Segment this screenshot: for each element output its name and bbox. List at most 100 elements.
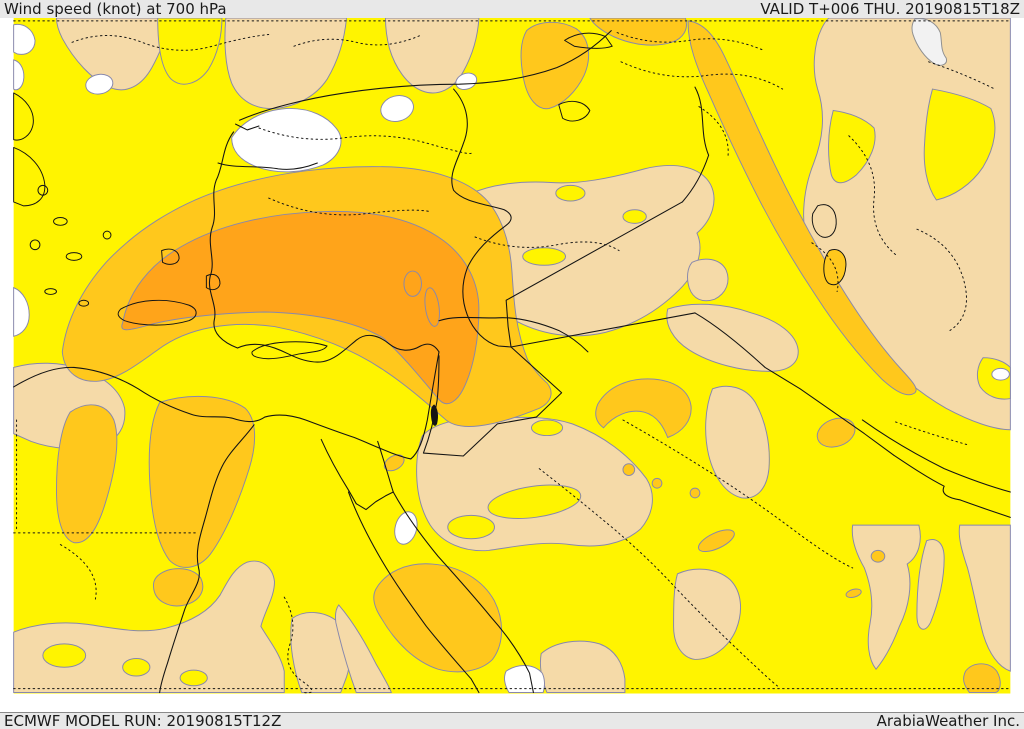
- aegean-island: [29, 239, 41, 251]
- euphrates-river: [451, 88, 512, 348]
- north-africa-coast: [13, 366, 412, 460]
- anatolia-south-coast: [236, 334, 440, 363]
- marmara-coast: [217, 162, 318, 170]
- orange-region-core: [121, 210, 480, 405]
- gold-region: [520, 21, 590, 110]
- gold-region: [148, 395, 256, 568]
- gold-region: [595, 378, 692, 439]
- aegean-island: [102, 230, 112, 240]
- dotted-border: [283, 596, 313, 694]
- iran-iraq-border: [694, 312, 895, 456]
- armenia-lake: [558, 100, 591, 122]
- orange-region: [403, 270, 422, 297]
- gold-region: [689, 487, 701, 499]
- dotted-border: [698, 106, 729, 156]
- wind-speed-map: [13, 18, 1011, 694]
- gulf-of-aqaba-coast: [377, 440, 394, 493]
- tan-region: [384, 18, 480, 94]
- bosphorus-coast: [235, 123, 260, 131]
- dotted-border: [59, 544, 97, 600]
- red-sea-east-coast: [392, 491, 534, 694]
- yellow-region: [530, 419, 564, 437]
- dotted-border: [811, 242, 839, 292]
- gold-region: [697, 529, 735, 553]
- dotted-border: [538, 468, 780, 688]
- tan-region: [666, 303, 799, 372]
- dotted-border: [928, 61, 996, 90]
- aegean-island: [161, 248, 180, 265]
- header-bar: Wind speed (knot) at 700 hPa VALID T+006…: [0, 0, 1024, 18]
- calm-white-patches: [13, 18, 1010, 694]
- yellow-region: [447, 514, 495, 540]
- iraq-syria-border: [505, 201, 683, 348]
- political-borders: [422, 86, 895, 457]
- persian-gulf-north-coast: [861, 419, 1011, 493]
- greece-coast: [13, 146, 46, 207]
- tan-region: [224, 18, 348, 110]
- cyprus-island: [251, 341, 328, 360]
- yellow-region: [622, 209, 647, 224]
- tan-region: [334, 604, 392, 694]
- sinai-tip-coast: [355, 491, 394, 511]
- gold-region: [651, 477, 663, 489]
- aegean-island: [53, 217, 68, 226]
- model-run-label: ECMWF MODEL RUN: 20190815T12Z: [4, 711, 282, 729]
- levant-coast: [410, 351, 440, 460]
- calm-patch: [380, 95, 414, 122]
- dotted-border: [616, 32, 764, 51]
- black-sea-coast: [238, 30, 612, 121]
- gold-region: [589, 18, 687, 46]
- aegean-island: [65, 252, 83, 261]
- aegean-island: [78, 299, 90, 307]
- tan-region: [705, 385, 770, 499]
- orange-region: [424, 287, 440, 327]
- map-title: Wind speed (knot) at 700 hPa: [4, 0, 227, 18]
- yellow-region: [122, 657, 151, 677]
- calm-patch: [13, 23, 36, 55]
- aegean-island: [37, 184, 49, 196]
- valid-time-label: VALID T+006 THU. 20190815T18Z: [760, 0, 1020, 18]
- footer-bar: ECMWF MODEL RUN: 20190815T12Z ArabiaWeat…: [0, 712, 1024, 729]
- gold-region: [870, 549, 886, 563]
- gold-region-zagros-band: [687, 20, 917, 396]
- dotted-border: [620, 61, 784, 90]
- persian-gulf-south-coast: [893, 454, 1011, 518]
- calm-patch: [455, 72, 478, 90]
- nile-river: [159, 424, 255, 694]
- gold-region: [816, 417, 856, 448]
- gold-region: [622, 463, 636, 476]
- dotted-border: [293, 34, 423, 47]
- dotted-border: [916, 228, 967, 331]
- yellow-region: [487, 484, 582, 519]
- dotted-border: [622, 419, 854, 569]
- aegean-island: [205, 273, 221, 291]
- yellow-region: [923, 88, 996, 201]
- yellow-region: [179, 669, 208, 687]
- aegean-coast: [208, 131, 239, 349]
- red-sea-west-coast: [347, 491, 480, 694]
- calm-patch-marmara: [231, 108, 342, 173]
- dotted-borders: [13, 20, 1011, 694]
- caspian-sea: [911, 18, 947, 66]
- turkey-east-border: [681, 86, 710, 203]
- crete-island: [117, 299, 197, 326]
- yellow-region: [42, 643, 87, 668]
- calm-patch: [394, 511, 418, 545]
- tan-region: [687, 258, 729, 302]
- calm-patch: [13, 286, 30, 337]
- dotted-border: [848, 135, 896, 256]
- aegean-island: [44, 288, 57, 295]
- gold-region-red-sea: [373, 563, 503, 673]
- gold-region: [845, 588, 862, 599]
- gulf-of-suez-coast: [320, 438, 357, 505]
- dotted-border: [71, 34, 270, 51]
- yellow-wind-overlays: [42, 18, 1011, 687]
- yellow-region: [828, 109, 876, 184]
- yellow-region: [522, 247, 567, 266]
- brand-label: ArabiaWeather Inc.: [876, 711, 1020, 729]
- dotted-border: [474, 236, 620, 252]
- jordan-saudi-border: [422, 346, 563, 457]
- yellow-region: [157, 18, 223, 85]
- tan-region: [851, 524, 921, 670]
- calm-patch: [13, 59, 25, 91]
